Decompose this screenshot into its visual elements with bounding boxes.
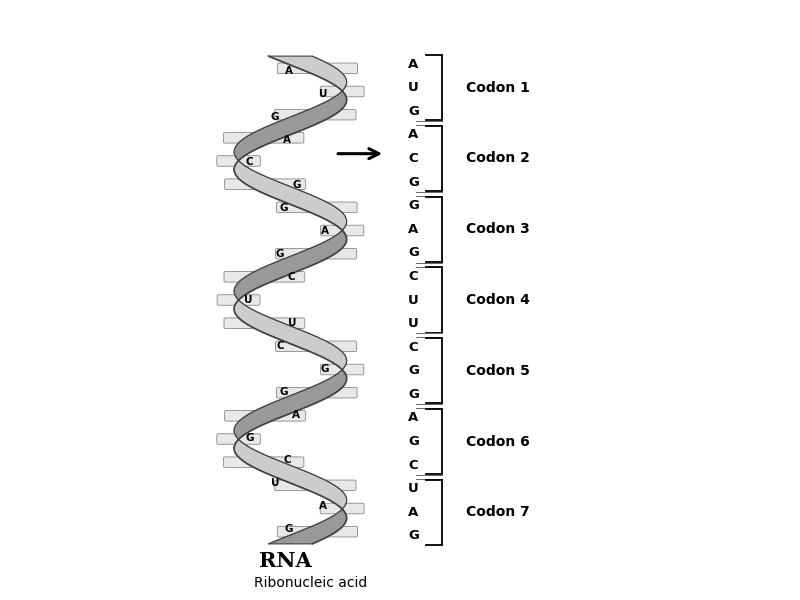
FancyBboxPatch shape — [224, 272, 305, 282]
Text: A: A — [408, 58, 418, 71]
Text: G: G — [321, 364, 330, 374]
Text: A: A — [285, 66, 293, 76]
FancyBboxPatch shape — [321, 225, 364, 236]
Text: U: U — [288, 318, 296, 328]
Text: A: A — [408, 223, 418, 236]
Text: C: C — [408, 458, 418, 472]
FancyBboxPatch shape — [225, 410, 306, 421]
FancyBboxPatch shape — [217, 156, 260, 166]
Text: U: U — [270, 478, 279, 488]
FancyBboxPatch shape — [274, 480, 356, 491]
Text: U: U — [408, 81, 418, 94]
Text: G: G — [408, 364, 419, 377]
FancyBboxPatch shape — [321, 364, 364, 375]
Text: G: G — [408, 388, 419, 401]
FancyBboxPatch shape — [223, 457, 304, 467]
Text: Ribonucleic acid: Ribonucleic acid — [254, 575, 367, 590]
FancyBboxPatch shape — [320, 503, 364, 514]
Text: C: C — [408, 152, 418, 165]
Text: U: U — [408, 293, 418, 307]
Text: G: G — [284, 524, 293, 534]
Polygon shape — [234, 439, 346, 509]
Text: Codon 5: Codon 5 — [466, 364, 530, 378]
Text: G: G — [408, 435, 419, 448]
Text: Codon 4: Codon 4 — [466, 293, 530, 307]
FancyBboxPatch shape — [217, 434, 260, 444]
Text: A: A — [408, 412, 418, 424]
Text: A: A — [319, 502, 327, 511]
Text: G: G — [408, 176, 419, 188]
FancyBboxPatch shape — [274, 109, 356, 120]
Text: G: G — [408, 529, 419, 542]
Text: Codon 2: Codon 2 — [466, 151, 530, 166]
Text: A: A — [322, 226, 330, 236]
Polygon shape — [234, 161, 346, 230]
Text: Codon 1: Codon 1 — [466, 80, 530, 95]
Text: G: G — [246, 433, 254, 443]
Text: A: A — [292, 410, 300, 419]
FancyBboxPatch shape — [320, 86, 364, 97]
Text: C: C — [246, 157, 253, 167]
FancyBboxPatch shape — [277, 388, 357, 398]
Text: RNA: RNA — [259, 551, 312, 571]
FancyBboxPatch shape — [277, 202, 357, 212]
Polygon shape — [269, 56, 346, 91]
Polygon shape — [234, 300, 346, 370]
FancyBboxPatch shape — [225, 179, 306, 190]
Text: Codon 6: Codon 6 — [466, 434, 530, 449]
FancyBboxPatch shape — [224, 318, 305, 328]
Text: G: G — [280, 203, 288, 214]
Text: G: G — [280, 386, 288, 397]
Text: C: C — [276, 341, 284, 351]
FancyBboxPatch shape — [278, 526, 358, 537]
Text: G: G — [270, 112, 279, 122]
Text: C: C — [288, 272, 295, 282]
Text: G: G — [292, 181, 301, 190]
Text: A: A — [408, 128, 418, 142]
Text: G: G — [408, 105, 419, 118]
Polygon shape — [269, 509, 346, 544]
Text: A: A — [283, 134, 291, 145]
Text: A: A — [408, 506, 418, 519]
Text: U: U — [243, 295, 252, 305]
Text: C: C — [283, 455, 290, 466]
FancyBboxPatch shape — [275, 248, 357, 259]
FancyBboxPatch shape — [278, 63, 358, 74]
Polygon shape — [234, 91, 346, 161]
FancyBboxPatch shape — [217, 295, 260, 305]
Polygon shape — [234, 370, 346, 439]
Text: G: G — [275, 249, 284, 259]
FancyBboxPatch shape — [275, 341, 357, 352]
Text: G: G — [408, 199, 419, 212]
Text: C: C — [408, 341, 418, 353]
FancyBboxPatch shape — [223, 133, 304, 143]
Text: Codon 3: Codon 3 — [466, 222, 530, 236]
Text: U: U — [408, 482, 418, 495]
Text: U: U — [318, 89, 327, 98]
Text: U: U — [408, 317, 418, 330]
Text: C: C — [408, 270, 418, 283]
Text: Codon 7: Codon 7 — [466, 505, 530, 520]
Text: G: G — [408, 247, 419, 259]
Polygon shape — [234, 230, 346, 300]
